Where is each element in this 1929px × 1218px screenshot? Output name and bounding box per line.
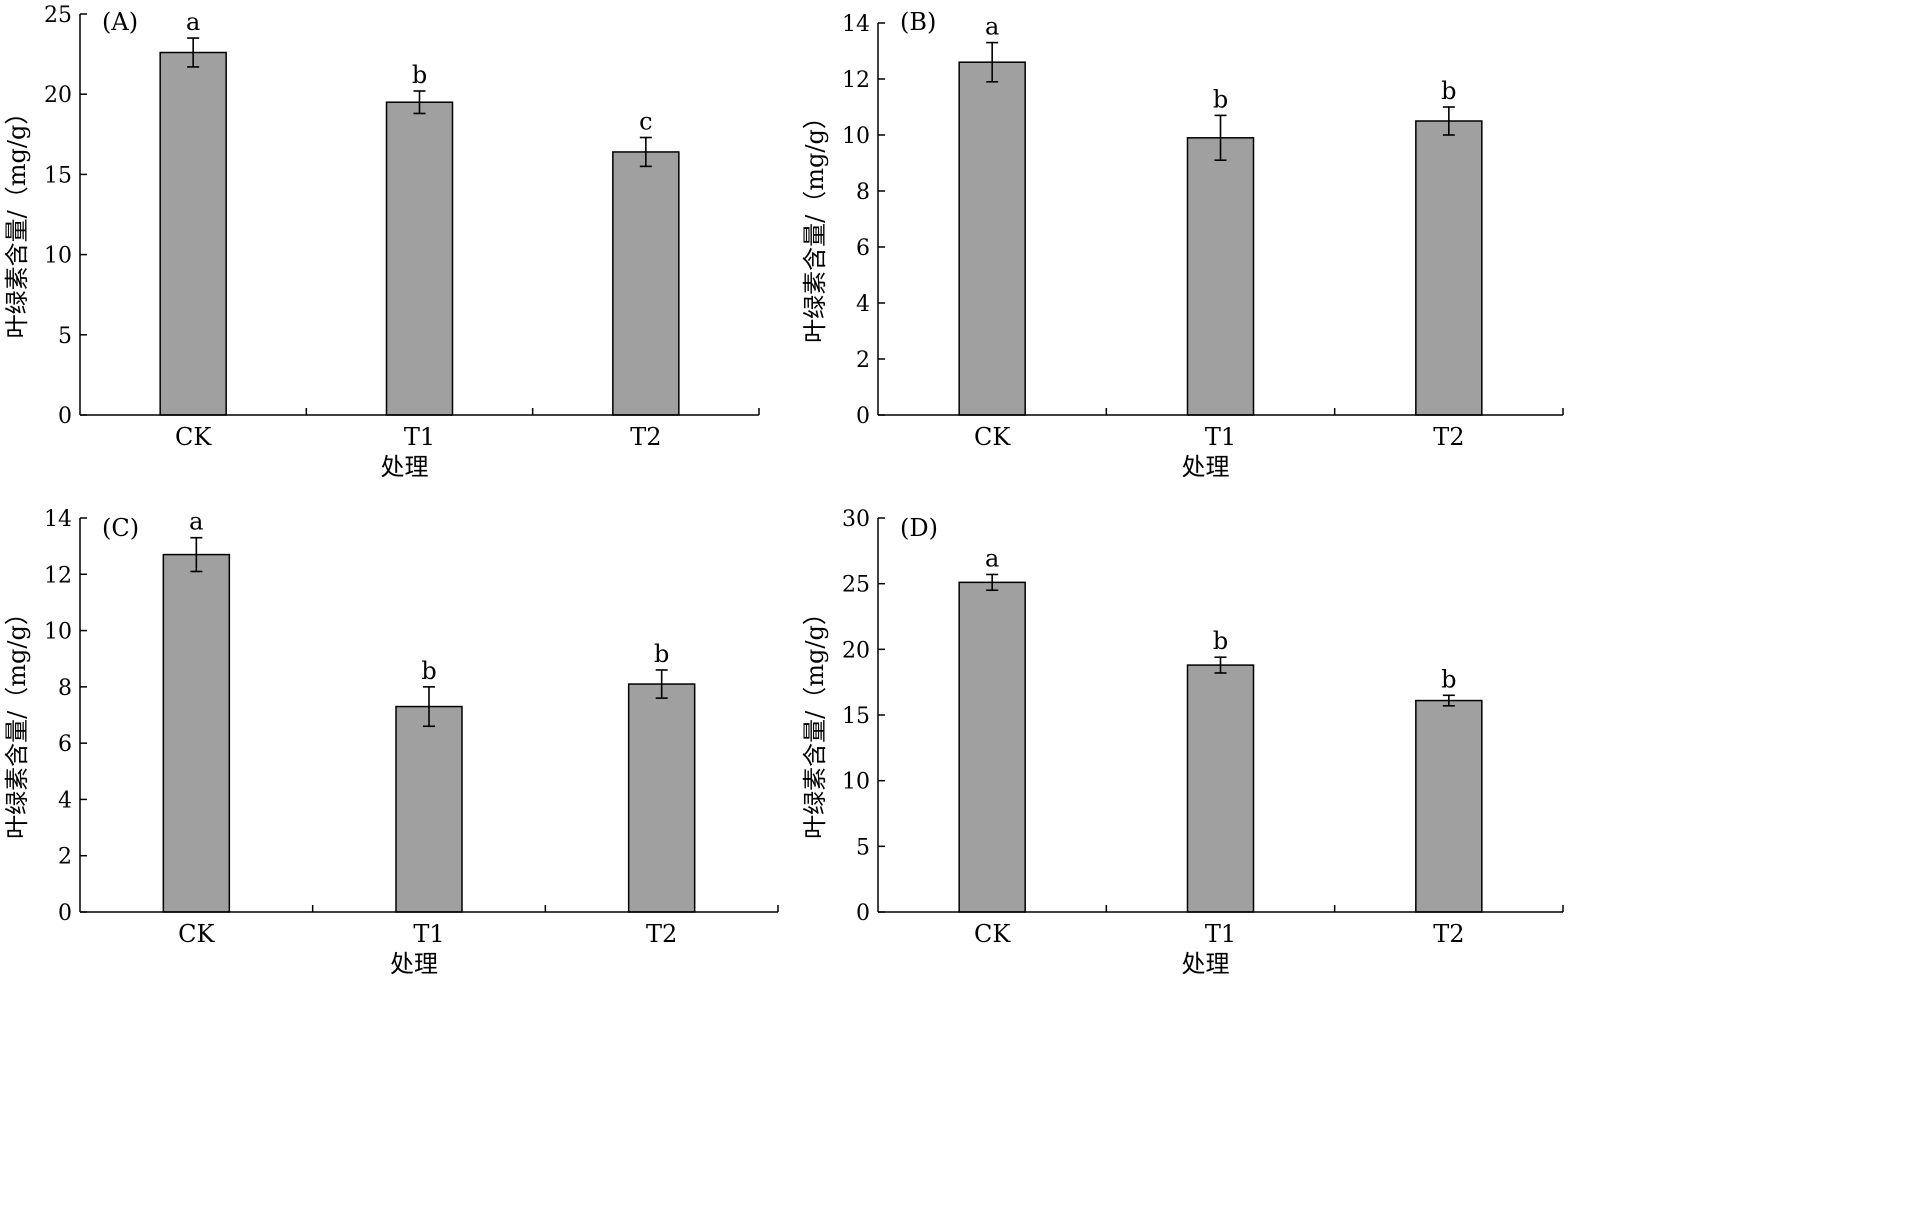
y-tick-label: 25 [44, 3, 72, 28]
x-tick-label: T2 [630, 423, 661, 451]
x-tick-label: T2 [1433, 423, 1464, 451]
y-tick-label: 4 [856, 292, 870, 317]
x-tick-label: T2 [646, 920, 677, 948]
panel-label: (A) [102, 8, 138, 36]
y-tick-label: 6 [856, 236, 870, 261]
significance-label: b [1441, 665, 1456, 693]
bar-ck [159, 51, 227, 416]
bar-t1 [395, 705, 463, 913]
y-tick-label: 15 [842, 704, 870, 729]
y-tick-label: 10 [842, 124, 870, 149]
y-tick-label: 10 [44, 620, 72, 645]
significance-label: b [654, 640, 669, 668]
x-tick-label: T1 [1205, 423, 1236, 451]
significance-label: a [189, 508, 203, 536]
chart-panel-3: 0 2 4 6 8 10 12 14 a b b CK T1 T2 处理 叶绿素含量/（mg/g） (C) [3, 507, 779, 978]
bar-t2 [1415, 699, 1483, 913]
bar-ck [958, 581, 1026, 913]
significance-label: b [421, 657, 436, 685]
y-tick-label: 8 [856, 180, 870, 205]
y-tick-label: 20 [44, 83, 72, 108]
x-tick-label: CK [974, 920, 1011, 948]
chart-panel-2: 0 2 4 6 8 10 12 14 a b b CK T1 T2 处理 叶绿素含量/（mg/g） (B) [801, 8, 1564, 481]
x-tick-label: T1 [413, 920, 444, 948]
x-tick-label: CK [175, 423, 212, 451]
y-tick-label: 14 [44, 507, 72, 532]
panel-label: (C) [102, 514, 139, 542]
x-tick-label: CK [974, 423, 1011, 451]
y-tick-label: 2 [58, 845, 72, 870]
y-tick-label: 5 [856, 835, 870, 860]
bar-t2 [627, 683, 696, 913]
significance-label: b [412, 61, 427, 89]
y-tick-label: 0 [58, 901, 72, 926]
y-tick-label: 2 [856, 348, 870, 373]
x-axis-title: 处理 [1182, 453, 1230, 481]
y-tick-label: 4 [58, 788, 72, 813]
significance-label: a [985, 544, 999, 572]
y-tick-label: 10 [44, 244, 72, 269]
y-tick-label: 12 [842, 68, 870, 93]
bar-t1 [385, 101, 454, 416]
y-tick-label: 20 [842, 638, 870, 663]
y-tick-label: 0 [58, 404, 72, 429]
significance-label: b [1213, 627, 1228, 655]
panel-label: (B) [900, 8, 936, 36]
x-tick-label: CK [178, 920, 215, 948]
significance-label: b [1441, 77, 1456, 105]
panel-label: (D) [900, 514, 938, 542]
y-tick-label: 6 [58, 732, 72, 757]
y-tick-label: 25 [842, 573, 870, 598]
bar-t2 [1415, 120, 1483, 416]
y-axis-title: 叶绿素含量/（mg/g） [3, 601, 31, 839]
significance-label: c [639, 108, 652, 136]
y-tick-label: 5 [58, 324, 72, 349]
y-tick-label: 10 [842, 770, 870, 795]
y-axis-title: 叶绿素含量/（mg/g） [801, 601, 829, 839]
y-tick-label: 0 [856, 901, 870, 926]
y-tick-label: 8 [58, 676, 72, 701]
x-axis-title: 处理 [1182, 950, 1230, 978]
chart-panel-1: 0 5 10 15 20 25 a b c CK T1 T2 处理 叶绿素含量/（mg/g） (A) [3, 3, 760, 481]
y-axis-title: 叶绿素含量/（mg/g） [3, 101, 31, 339]
bar-t2 [612, 151, 680, 416]
x-axis-title: 处理 [381, 453, 429, 481]
bar-ck [162, 553, 231, 913]
y-tick-label: 0 [856, 404, 870, 429]
significance-label: a [186, 8, 200, 36]
bar-t1 [1186, 664, 1255, 913]
x-tick-label: T1 [404, 423, 435, 451]
y-tick-label: 15 [44, 163, 72, 188]
y-tick-label: 12 [44, 563, 72, 588]
x-tick-label: T2 [1433, 920, 1464, 948]
significance-label: b [1213, 85, 1228, 113]
y-tick-label: 14 [842, 12, 870, 37]
y-axis-title: 叶绿素含量/（mg/g） [801, 105, 829, 343]
bar-ck [958, 61, 1026, 416]
y-tick-label: 30 [842, 507, 870, 532]
significance-label: a [985, 13, 999, 41]
x-axis-title: 处理 [390, 950, 438, 978]
bar-t1 [1186, 137, 1255, 416]
chart-panel-4: 0 5 10 15 20 25 30 a b b CK T1 T2 处理 叶绿素含量/（mg/g） (D) [801, 507, 1564, 978]
x-tick-label: T1 [1205, 920, 1236, 948]
